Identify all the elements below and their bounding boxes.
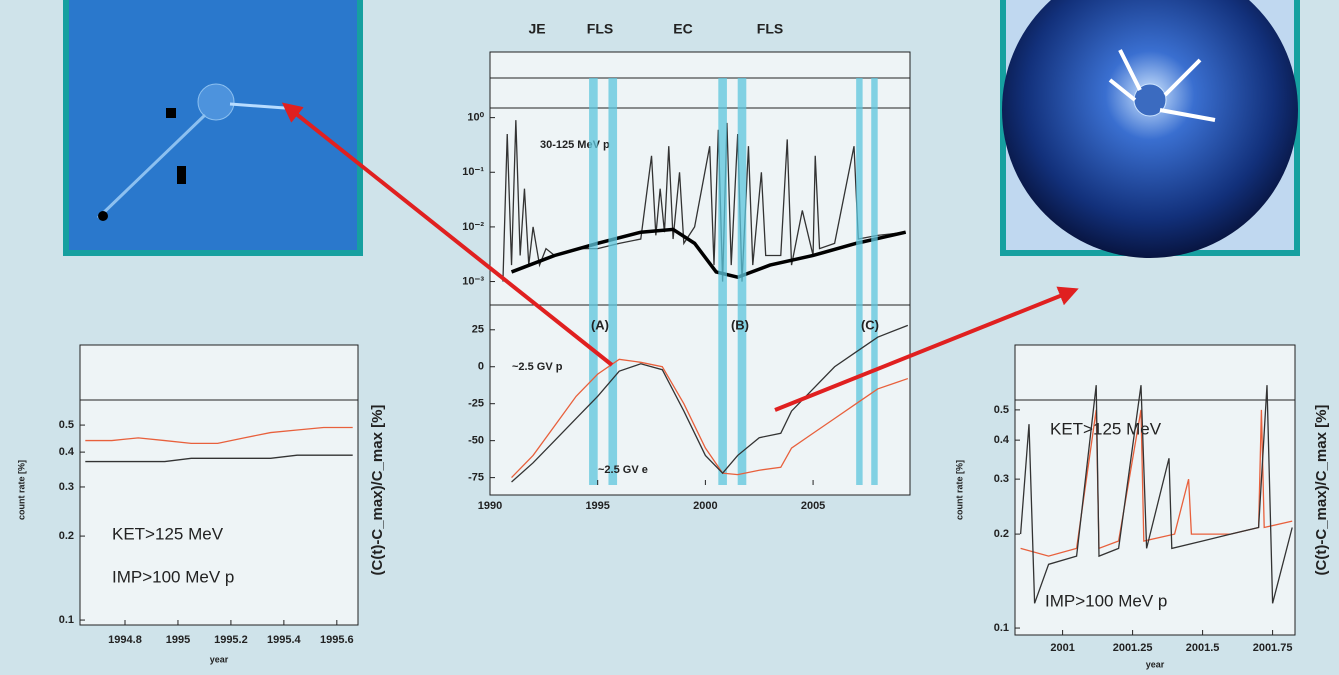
y-tick-label: 10⁻³ <box>462 275 484 287</box>
y-tick-label: 0.2 <box>994 528 1009 540</box>
series-line <box>502 120 906 282</box>
x-tick-label: 1995.2 <box>214 634 248 646</box>
series-line <box>511 358 909 479</box>
epoch-label: FLS <box>757 21 783 37</box>
frame-right <box>1014 344 1296 636</box>
series-label: ~2.5 GV p <box>512 361 563 373</box>
series-line <box>85 454 353 463</box>
series-line <box>511 324 909 483</box>
arrow <box>774 286 1079 412</box>
plots: 10⁰ 10⁻¹ 10⁻² 10⁻³ JE FLS EC FLS 30-125 MeV p 25 0… <box>16 21 1330 670</box>
series-label: IMP>100 MeV p <box>112 567 234 586</box>
x-tick-label: 1995 <box>166 634 190 646</box>
x-tick-label: 2005 <box>801 500 825 512</box>
series-label: KET>125 MeV <box>112 524 224 543</box>
y2-axis-title: (C(t)-C_max)/C_max [%] <box>369 405 386 576</box>
series-label: ~2.5 GV e <box>598 464 648 476</box>
x-tick-label: 2001.5 <box>1186 642 1220 654</box>
series-label: 30-125 MeV p <box>540 139 610 151</box>
x-tick-label: 2001.25 <box>1113 642 1153 654</box>
y-axis-title: count rate [%] <box>954 460 964 520</box>
y2-axis-title: (C(t)-C_max)/C_max [%] <box>1313 405 1330 576</box>
x-tick-label: 1995.6 <box>320 634 354 646</box>
band <box>856 78 863 485</box>
epoch-label: EC <box>673 21 692 37</box>
image-right <box>1000 0 1300 258</box>
y-tick-label: -25 <box>468 398 484 410</box>
x-tick-label: 1995 <box>585 500 609 512</box>
y-tick-label: 25 <box>472 324 484 336</box>
x-tick-label: 1994.8 <box>108 634 142 646</box>
band <box>737 78 747 485</box>
arrow <box>281 102 614 367</box>
x-tick-label: 1995.4 <box>267 634 302 646</box>
frame-center <box>489 51 911 496</box>
annotation: (B) <box>731 317 749 332</box>
x-tick-label: 2001 <box>1050 642 1074 654</box>
epoch-label: JE <box>528 21 545 37</box>
y-tick-label: -75 <box>468 472 484 484</box>
y-tick-label: 0.4 <box>994 434 1010 446</box>
y-tick-label: -50 <box>468 435 484 447</box>
x-tick-label: 2000 <box>693 500 717 512</box>
x-tick-label: 1990 <box>478 500 502 512</box>
series-label: IMP>100 MeV p <box>1045 591 1167 610</box>
y-tick-label: 0.5 <box>59 419 74 431</box>
y-tick-label: 0.3 <box>994 473 1009 485</box>
band <box>718 78 727 485</box>
image-left <box>63 0 363 256</box>
band <box>608 78 618 485</box>
y-tick-label: 10⁻¹ <box>462 166 484 178</box>
y-tick-label: 10⁰ <box>467 112 484 124</box>
series-line <box>85 426 353 444</box>
band <box>871 78 878 485</box>
frame-left <box>79 344 359 626</box>
band <box>589 78 598 485</box>
y-axis-title: count rate [%] <box>16 460 26 520</box>
x-axis-title: year <box>210 654 229 664</box>
y-tick-label: 0.5 <box>994 404 1009 416</box>
epoch-label: FLS <box>587 21 613 37</box>
annotation: (C) <box>861 317 879 332</box>
series-label: KET>125 MeV <box>1050 419 1162 438</box>
x-tick-label: 2001.75 <box>1253 642 1293 654</box>
y-tick-label: 0.3 <box>59 481 74 493</box>
y-tick-label: 0 <box>478 361 484 373</box>
x-axis-title: year <box>1146 659 1165 669</box>
y-tick-label: 10⁻² <box>462 221 484 233</box>
series-line <box>1020 409 1293 557</box>
annotation: (A) <box>591 317 609 332</box>
y-tick-label: 0.1 <box>994 622 1009 634</box>
y-tick-label: 0.4 <box>59 446 75 458</box>
y-tick-label: 0.2 <box>59 530 74 542</box>
series-line <box>1019 385 1293 604</box>
y-tick-label: 0.1 <box>59 614 74 626</box>
